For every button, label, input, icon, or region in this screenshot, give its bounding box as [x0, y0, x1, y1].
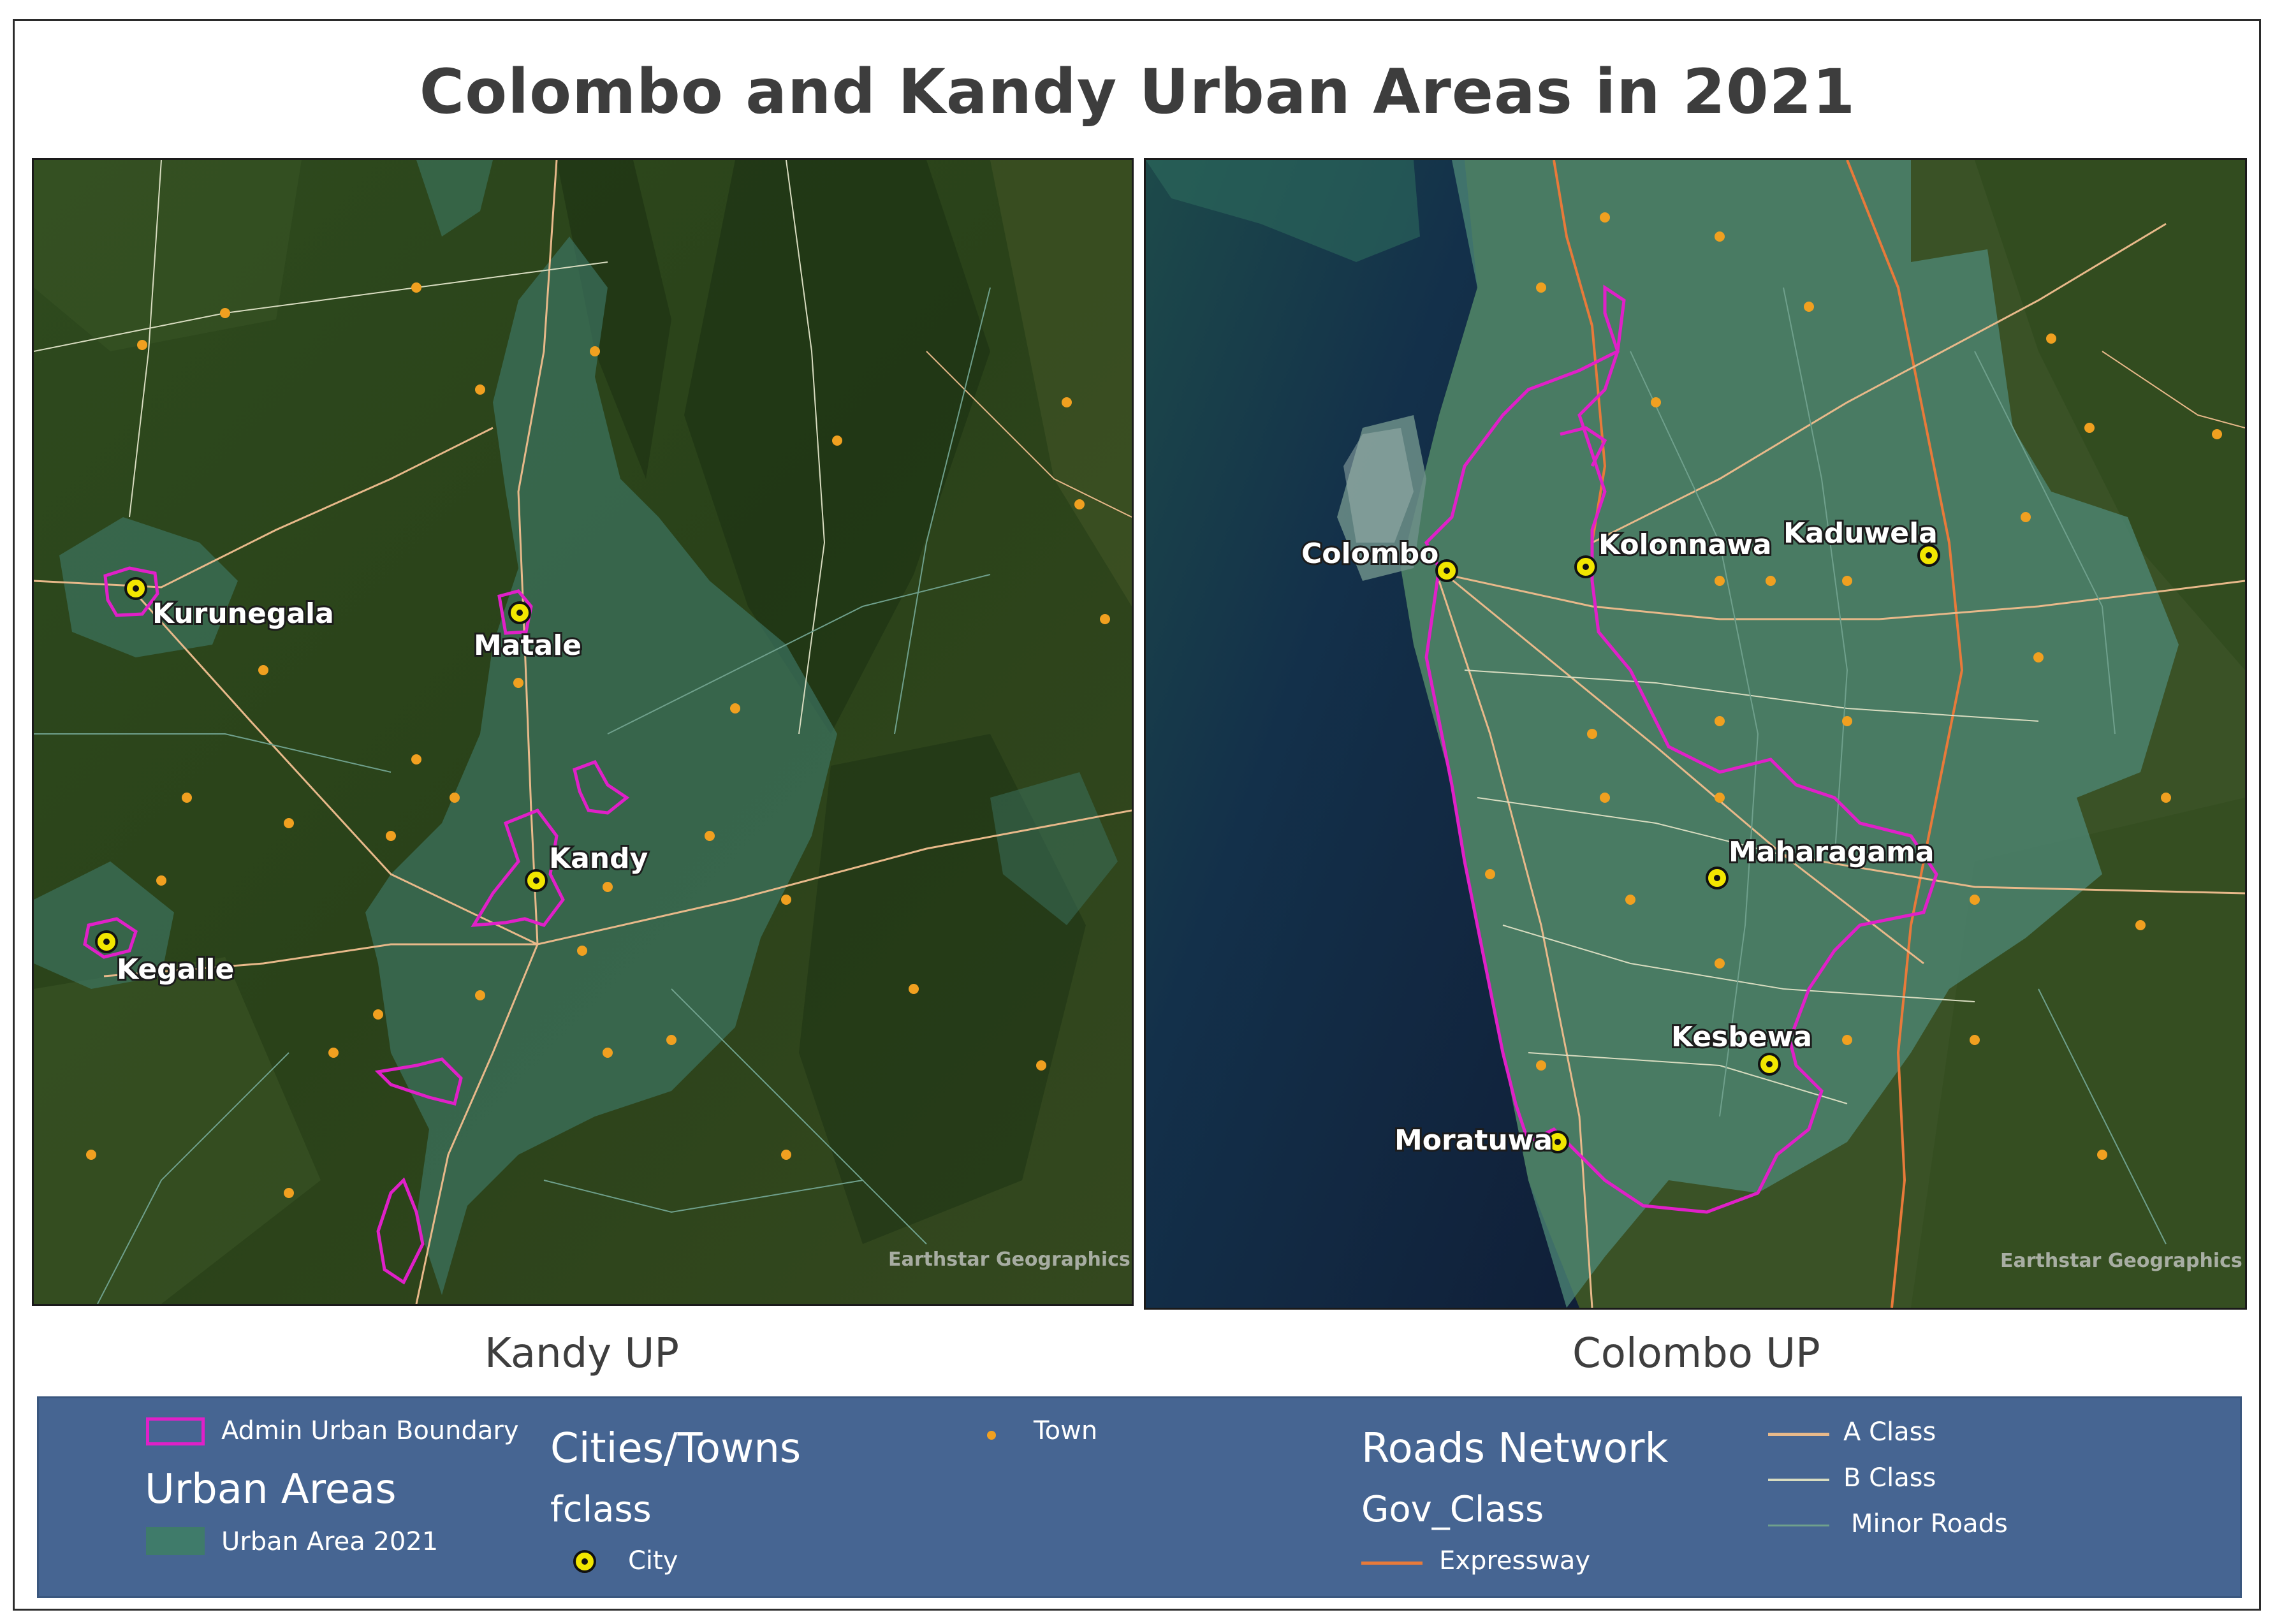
legend-expressway-label: Expressway — [1439, 1546, 1591, 1576]
city-marker-kaduwela — [1917, 544, 1940, 567]
colombo-shallow-water — [1146, 160, 1420, 262]
legend-city-label: City — [628, 1546, 678, 1576]
place-label-kaduwela: Kaduwela — [1783, 517, 1938, 550]
legend-urban-area-label: Urban Area 2021 — [221, 1527, 439, 1556]
admin-boundary-south-1 — [374, 1057, 463, 1106]
kandy-terrain-ridge — [684, 160, 990, 734]
kandy-urban-area — [416, 160, 493, 237]
kandy-map[interactable]: Kurunegala Matale Kandy Kegalle Earthsta… — [32, 158, 1134, 1306]
place-label-matale: Matale — [474, 629, 582, 662]
kandy-caption: Kandy UP — [485, 1330, 679, 1377]
place-label-kolonnawa: Kolonnawa — [1598, 529, 1772, 561]
kandy-cities — [95, 577, 548, 953]
admin-boundary-colombo-municipal — [1424, 284, 1938, 1214]
kandy-roads — [34, 160, 1132, 1304]
place-label-kandy: Kandy — [549, 842, 648, 875]
colombo-admin-boundaries — [1424, 284, 1938, 1214]
legend-fclass-label: fclass — [550, 1489, 652, 1530]
legend-cities-heading: Cities/Towns — [550, 1425, 801, 1472]
kandy-terrain-ridge — [557, 160, 671, 479]
colombo-map[interactable]: Colombo Kolonnawa Kaduwela Maharagama Ke… — [1144, 158, 2247, 1310]
kandy-urban-area — [990, 772, 1118, 925]
legend-roads-heading: Roads Network — [1361, 1425, 1669, 1472]
legend-a-class-swatch — [1768, 1433, 1829, 1436]
legend-admin-boundary-swatch — [146, 1417, 205, 1445]
colombo-cities — [1435, 544, 1940, 1153]
city-marker-colombo — [1435, 559, 1458, 582]
legend-gov-class-label: Gov_Class — [1361, 1489, 1544, 1530]
colombo-towns — [1485, 212, 2222, 1160]
admin-boundary-kurunegala — [103, 566, 159, 617]
place-label-colombo: Colombo — [1301, 538, 1438, 570]
city-marker-kegalle — [95, 930, 118, 953]
admin-boundary-kandy-east — [573, 759, 630, 815]
admin-boundary-kandy — [471, 808, 565, 927]
kandy-urban-area — [365, 237, 837, 1295]
place-label-moratuwa: Moratuwa — [1394, 1124, 1553, 1157]
legend-minor-roads-swatch — [1768, 1525, 1829, 1526]
legend-b-class-swatch — [1768, 1479, 1829, 1481]
legend-b-class-label: B Class — [1843, 1463, 1936, 1493]
colombo-caption: Colombo UP — [1572, 1330, 1820, 1377]
place-label-kesbewa: Kesbewa — [1671, 1021, 1812, 1053]
colombo-attribution: Earthstar Geographics — [2000, 1250, 2242, 1272]
legend-a-class-label: A Class — [1843, 1417, 1936, 1447]
kandy-admin-boundaries — [83, 566, 630, 1285]
legend-town-label: Town — [1034, 1416, 1098, 1445]
kandy-terrain-lowland — [34, 957, 321, 1304]
legend-admin-boundary-label: Admin Urban Boundary — [221, 1416, 519, 1445]
kandy-towns — [86, 282, 1110, 1198]
place-label-maharagama: Maharagama — [1729, 836, 1935, 868]
colombo-urban-area — [1401, 160, 2179, 1308]
place-label-kurunegala: Kurunegala — [152, 597, 334, 630]
city-marker-kesbewa — [1758, 1053, 1781, 1076]
admin-boundary-kegalle — [83, 917, 138, 959]
legend-town-symbol — [987, 1431, 996, 1440]
place-label-kegalle: Kegalle — [117, 953, 234, 986]
map-title: Colombo and Kandy Urban Areas in 2021 — [419, 56, 1856, 128]
kandy-attribution: Earthstar Geographics — [888, 1248, 1130, 1271]
city-marker-maharagama — [1706, 867, 1729, 889]
legend-expressway-swatch — [1361, 1562, 1423, 1565]
legend-urban-area-swatch — [146, 1527, 205, 1555]
legend-urban-areas-heading: Urban Areas — [145, 1466, 397, 1513]
colombo-sea — [1146, 160, 1579, 1308]
city-marker-moratuwa — [1546, 1130, 1569, 1153]
legend-city-symbol — [573, 1550, 596, 1573]
kandy-terrain-plain — [990, 160, 1132, 606]
map-legend: Admin Urban Boundary Urban Areas Urban A… — [37, 1396, 2242, 1598]
admin-boundary-south-2 — [376, 1177, 425, 1285]
city-marker-matale — [508, 601, 531, 624]
admin-boundary-inner — [1560, 426, 1607, 467]
city-marker-kurunegala — [124, 577, 147, 600]
kandy-terrain-lowland — [34, 160, 302, 351]
city-marker-kolonnawa — [1574, 555, 1597, 578]
kandy-urban-area — [34, 861, 174, 989]
figure-frame — [13, 19, 2261, 1611]
legend-minor-roads-label: Minor Roads — [1851, 1509, 2008, 1539]
kandy-terrain-ridge — [799, 734, 1086, 1244]
colombo-port-reclamation — [1343, 428, 1414, 543]
colombo-land-texture — [1975, 160, 2245, 670]
city-marker-kandy — [525, 869, 548, 892]
